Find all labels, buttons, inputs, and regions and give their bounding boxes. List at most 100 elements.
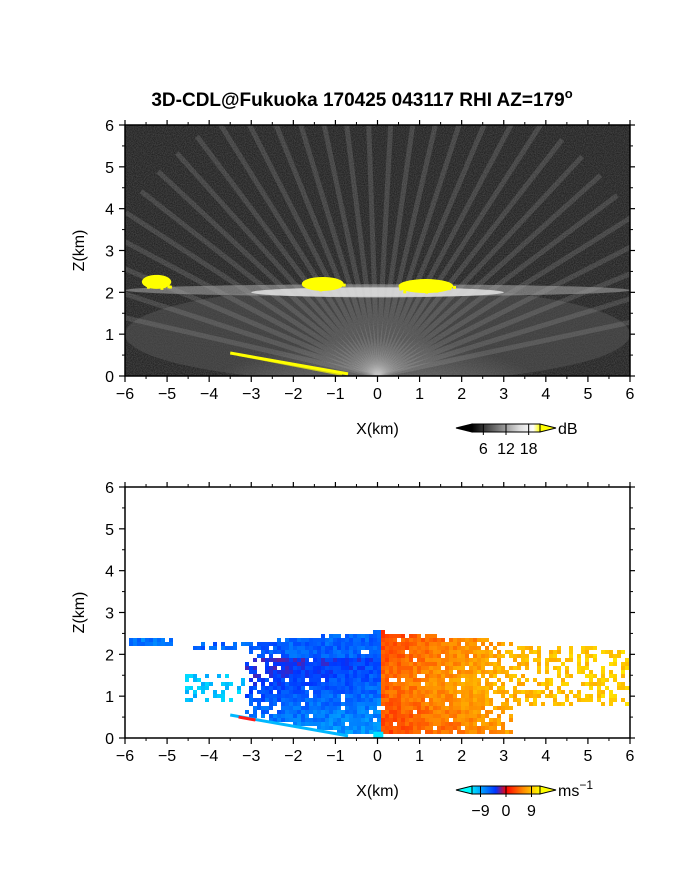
velocity-pixel	[333, 702, 337, 706]
velocity-pixel	[481, 702, 485, 706]
velocity-pixel	[409, 670, 413, 674]
velocity-pixel	[621, 666, 625, 670]
velocity-pixel	[445, 690, 449, 694]
velocity-pixel	[617, 686, 621, 690]
velocity-pixel	[265, 642, 269, 646]
velocity-pixel	[329, 722, 333, 726]
velocity-pixel	[385, 694, 389, 698]
velocity-pixel	[497, 714, 501, 718]
velocity-pixel	[469, 642, 473, 646]
velocity-pixel	[433, 730, 437, 734]
velocity-pixel	[377, 670, 381, 674]
colorbar-high-arrow	[539, 785, 557, 795]
velocity-pixel	[317, 670, 321, 674]
velocity-pixel	[409, 690, 413, 694]
velocity-pixel	[425, 650, 429, 654]
velocity-pixel	[469, 638, 473, 642]
velocity-pixel	[529, 646, 533, 650]
velocity-pixel	[381, 666, 385, 670]
velocity-pixel	[469, 678, 473, 682]
velocity-pixel	[617, 682, 621, 686]
cloud-base-pixel	[329, 279, 333, 283]
velocity-pixel	[365, 682, 369, 686]
velocity-pixel	[477, 686, 481, 690]
velocity-pixel	[477, 654, 481, 658]
velocity-pixel	[517, 702, 521, 706]
velocity-pixel	[461, 686, 465, 690]
velocity-pixel	[561, 678, 565, 682]
velocity-pixel	[337, 726, 341, 730]
velocity-pixel	[261, 686, 265, 690]
velocity-pixel	[213, 646, 217, 650]
velocity-pixel	[485, 654, 489, 658]
velocity-pixel	[385, 686, 389, 690]
velocity-pixel	[373, 722, 377, 726]
velocity-pixel	[461, 702, 465, 706]
velocity-pixel	[457, 638, 461, 642]
velocity-pixel	[465, 730, 469, 734]
velocity-pixel	[337, 714, 341, 718]
velocity-pixel	[309, 682, 313, 686]
velocity-pixel	[421, 702, 425, 706]
velocity-pixel	[313, 706, 317, 710]
velocity-pixel	[465, 718, 469, 722]
velocity-pixel	[445, 662, 449, 666]
velocity-pixel	[333, 666, 337, 670]
velocity-pixel	[505, 730, 509, 734]
velocity-pixel	[357, 706, 361, 710]
velocity-pixel	[345, 666, 349, 670]
velocity-pixel	[453, 710, 457, 714]
velocity-pixel	[313, 714, 317, 718]
velocity-pixel	[433, 662, 437, 666]
velocity-pixel	[309, 698, 313, 702]
velocity-pixel	[253, 682, 257, 686]
velocity-pixel	[297, 662, 301, 666]
velocity-pixel	[605, 650, 609, 654]
velocity-pixel	[417, 710, 421, 714]
velocity-pixel	[565, 666, 569, 670]
velocity-pixel	[377, 642, 381, 646]
velocity-pixel	[341, 658, 345, 662]
velocity-pixel	[349, 646, 353, 650]
velocity-pixel	[457, 642, 461, 646]
velocity-pixel	[309, 722, 313, 726]
velocity-pixel	[325, 686, 329, 690]
velocity-pixel	[357, 650, 361, 654]
velocity-pixel	[257, 674, 261, 678]
velocity-pixel	[433, 658, 437, 662]
velocity-pixel	[617, 654, 621, 658]
colorbar-unit: ms−1	[558, 778, 593, 800]
velocity-pixel	[277, 698, 281, 702]
velocity-pixel	[393, 670, 397, 674]
velocity-pixel	[425, 726, 429, 730]
velocity-pixel	[473, 682, 477, 686]
velocity-pixel	[457, 710, 461, 714]
velocity-pixel	[333, 646, 337, 650]
velocity-pixel	[593, 658, 597, 662]
velocity-pixel	[253, 670, 257, 674]
velocity-pixel	[485, 638, 489, 642]
velocity-pixel	[461, 698, 465, 702]
velocity-pixel	[577, 666, 581, 670]
backscatter-image	[125, 125, 630, 376]
velocity-pixel	[445, 722, 449, 726]
velocity-pixel	[381, 642, 385, 646]
velocity-pixel	[297, 722, 301, 726]
velocity-pixel	[385, 634, 389, 638]
y-tick-label: 2	[105, 285, 114, 302]
velocity-pixel	[329, 654, 333, 658]
velocity-pixel	[465, 654, 469, 658]
velocity-pixel	[281, 694, 285, 698]
x-tick-label: 3	[499, 748, 508, 765]
velocity-pixel	[305, 710, 309, 714]
velocity-pixel	[377, 634, 381, 638]
velocity-pixel	[389, 706, 393, 710]
velocity-pixel	[209, 682, 213, 686]
velocity-pixel	[205, 686, 209, 690]
velocity-pixel	[297, 710, 301, 714]
velocity-pixel	[453, 650, 457, 654]
velocity-pixel	[441, 690, 445, 694]
velocity-pixel	[425, 694, 429, 698]
velocity-pixel	[385, 674, 389, 678]
velocity-pixel	[525, 654, 529, 658]
